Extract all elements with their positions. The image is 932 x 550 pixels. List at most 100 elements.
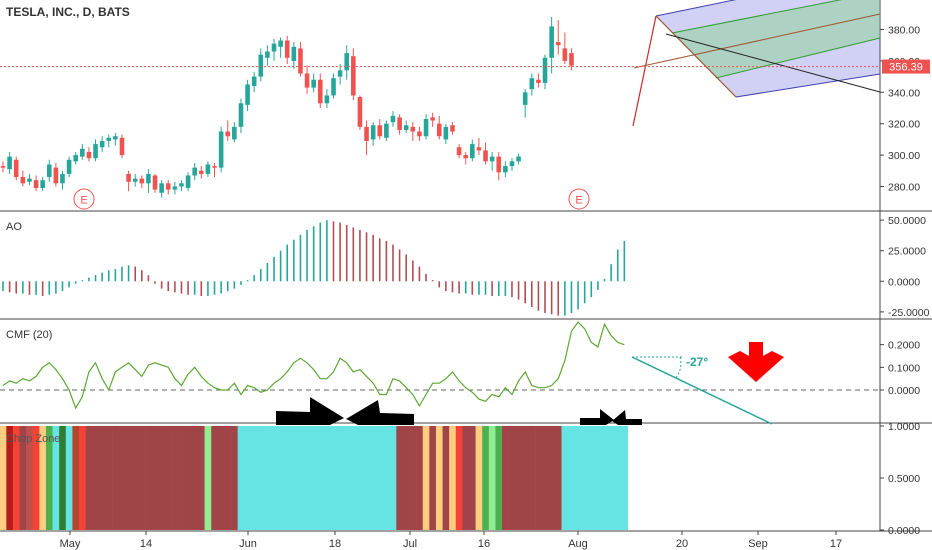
cmf-projection-line[interactable] [631, 356, 773, 425]
chop-zone-bar [244, 426, 252, 530]
candle-body [185, 175, 191, 189]
pane-frames [0, 0, 932, 532]
time-tick-label: Sep [748, 538, 768, 550]
chop-zone-bar [323, 426, 331, 530]
chop-zone-bar [383, 426, 390, 530]
candle-body [397, 117, 402, 130]
candle-body [364, 126, 369, 141]
candle-body [291, 46, 297, 61]
chop-zone-bar [178, 426, 186, 530]
chop-zone-title: Chop Zone [6, 433, 60, 445]
candle-body [522, 92, 528, 105]
candle-body [377, 125, 383, 137]
chop-zone-bar [455, 426, 463, 530]
last-price-label: 356.39 [889, 62, 923, 74]
candle-body [119, 137, 125, 156]
chop-zone-bar [224, 426, 232, 530]
axis-tick-label: 0.0000 [888, 525, 920, 537]
chop-zone-bar [85, 426, 93, 530]
candle-body [245, 84, 250, 105]
chop-zone-bar [12, 426, 20, 530]
chop-zone-bar [290, 426, 298, 530]
pitchfork-pivot-line [632, 15, 657, 127]
candle-body [324, 95, 330, 104]
chop-zone-bar [409, 426, 417, 530]
chop-zone-bar [125, 426, 133, 530]
candle-body [298, 48, 303, 74]
chop-zone-bar [6, 426, 14, 530]
chop-zone-bar [614, 426, 622, 530]
chop-zone-bar [469, 426, 476, 530]
chop-zone-bar [343, 426, 351, 530]
chop-zone-bar [231, 426, 238, 530]
chop-zone-bar [316, 426, 324, 530]
chop-zone-bar [0, 426, 7, 530]
chop-zone-axis: 1.0000 0.5000 0.0000 [880, 421, 920, 537]
chop-zone-bar [237, 426, 245, 530]
axis-tick-label: 50.0000 [888, 215, 926, 227]
chop-zone-bar [495, 426, 503, 530]
candle-body [569, 53, 574, 66]
candle-body [331, 78, 336, 96]
chop-zone-bar [65, 426, 73, 530]
candle-body [258, 54, 264, 77]
chop-zone-bar [257, 426, 265, 530]
chop-zone-bar [297, 426, 305, 530]
chop-zone-bar [621, 426, 628, 530]
down-arrow-icon [728, 342, 784, 382]
chop-zone-bar [508, 426, 516, 530]
candle-body [232, 126, 237, 140]
candle-body [496, 156, 502, 173]
candle-body [271, 43, 277, 52]
chop-zone-bar [118, 426, 126, 530]
trend-line [665, 33, 881, 93]
pitchfork-handle-line [655, 15, 737, 98]
axis-tick-label: 0.1000 [888, 362, 920, 374]
chop-zone-bar [310, 426, 318, 530]
axis-tick-label: -25.0000 [888, 307, 930, 319]
time-tick-label: Jul [403, 538, 417, 550]
chop-zone-bar [422, 426, 430, 530]
candle-body [555, 42, 561, 46]
candle-body [549, 26, 554, 58]
time-tick-label: Aug [568, 538, 588, 550]
chop-zone-bar [145, 426, 153, 530]
candle-body [205, 164, 211, 174]
candle-body [503, 166, 508, 173]
chop-zone-bar [197, 426, 205, 530]
candle-body [165, 183, 171, 190]
chop-zone-bar [607, 426, 615, 530]
candle-body [311, 79, 316, 88]
pitchfork-inner-lower-line [715, 37, 881, 79]
time-tick-label: 16 [478, 538, 490, 550]
candle-body [317, 79, 323, 104]
candle-body [33, 180, 39, 189]
earnings-marker[interactable]: E [568, 188, 590, 210]
candle-body [99, 140, 105, 148]
axis-tick-label: 0.5000 [888, 473, 920, 485]
pitchfork-drawing[interactable] [632, 0, 881, 127]
chop-zone-bar [554, 426, 562, 530]
ao-bars [2, 220, 626, 316]
candle-body [126, 173, 131, 182]
candle-body [13, 159, 19, 178]
ao-title: AO [6, 221, 22, 233]
left-arrow-icon [612, 410, 642, 425]
axis-tick-label: 1.0000 [888, 421, 920, 433]
chop-zone-bar [270, 426, 278, 530]
chop-zone-bar [264, 426, 272, 530]
candle-body [46, 164, 52, 178]
chop-zone-bar [435, 426, 443, 530]
candle-body [93, 144, 98, 159]
candle-body [403, 125, 409, 130]
candle-body [463, 155, 468, 159]
chop-zone-bar [330, 426, 338, 530]
cmf-title: CMF (20) [6, 329, 52, 341]
earnings-marker[interactable]: E [73, 188, 95, 210]
chop-zone-bar [581, 426, 589, 530]
candle-body [199, 170, 204, 174]
candle-body [344, 53, 350, 71]
chop-zone-bar [45, 426, 53, 530]
time-tick-label: 14 [140, 538, 152, 550]
